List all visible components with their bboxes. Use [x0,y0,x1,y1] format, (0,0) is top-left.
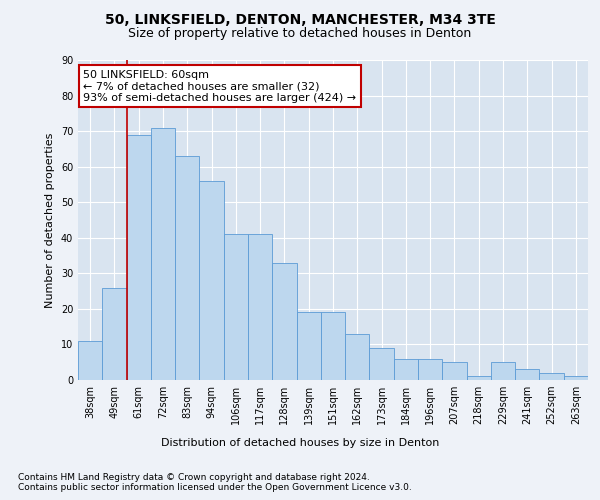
Bar [272,262,296,380]
Text: Size of property relative to detached houses in Denton: Size of property relative to detached ho… [128,28,472,40]
Text: Distribution of detached houses by size in Denton: Distribution of detached houses by size … [161,438,439,448]
Bar [321,312,345,380]
Bar [345,334,370,380]
Bar [224,234,248,380]
Bar [296,312,321,380]
Bar [539,373,564,380]
Bar [394,358,418,380]
Bar [127,134,151,380]
Bar [370,348,394,380]
Bar [102,288,127,380]
Bar [151,128,175,380]
Bar [515,370,539,380]
Bar [491,362,515,380]
Bar [199,181,224,380]
Text: Contains public sector information licensed under the Open Government Licence v3: Contains public sector information licen… [18,484,412,492]
Text: 50, LINKSFIELD, DENTON, MANCHESTER, M34 3TE: 50, LINKSFIELD, DENTON, MANCHESTER, M34 … [104,12,496,26]
Text: 50 LINKSFIELD: 60sqm
← 7% of detached houses are smaller (32)
93% of semi-detach: 50 LINKSFIELD: 60sqm ← 7% of detached ho… [83,70,356,103]
Y-axis label: Number of detached properties: Number of detached properties [45,132,55,308]
Bar [418,358,442,380]
Bar [467,376,491,380]
Bar [78,341,102,380]
Text: Contains HM Land Registry data © Crown copyright and database right 2024.: Contains HM Land Registry data © Crown c… [18,472,370,482]
Bar [564,376,588,380]
Bar [175,156,199,380]
Bar [248,234,272,380]
Bar [442,362,467,380]
